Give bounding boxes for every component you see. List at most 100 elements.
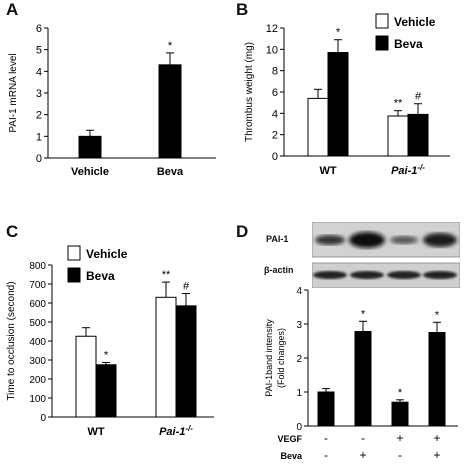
d-2-bar [391,401,409,427]
a-0-bar [78,135,102,159]
b-ytick-label: 2 [272,130,278,142]
a-ytick-label: 4 [36,66,42,78]
blot-label-actin: β-actin [264,265,294,275]
d-treatment-mark: + [433,431,440,445]
d-1-significance-label: * [361,308,366,320]
c-1-1-significance-label: # [183,281,190,293]
d-ytick-label: 2 [296,354,302,365]
c-category-label: WT [87,426,104,438]
b-y-axis-label: Thrombus weight (mg) [244,42,255,142]
a-category-label: Vehicle [71,166,109,178]
c-legend-label: Vehicle [86,247,128,261]
pai1-band-1 [315,235,345,245]
d-ytick-label: 4 [296,286,302,297]
actin-band-3 [387,271,421,279]
c-1-0-significance-label: ** [162,269,171,281]
d-0-bar [317,391,335,427]
c-0-1-bar [95,364,117,418]
c-0-0-bar [75,335,97,418]
d-3-significance-label: * [435,309,440,321]
b-ytick-label: 6 [272,87,278,99]
b-ytick-label: 4 [272,108,278,120]
b-category-label: WT [319,165,336,177]
western-blot [311,221,461,289]
c-legend-label: Beva [86,269,115,283]
pai1-band-3 [390,236,418,244]
b-ytick-label: 0 [272,151,278,163]
c-ytick-label: 0 [40,413,46,424]
a-ytick-label: 1 [36,131,42,143]
b-0-1-significance-label: * [336,27,341,39]
d-treatment-mark: - [324,448,328,462]
a-1-bar [158,64,182,159]
a-ytick-label: 6 [36,23,42,35]
d-treatment-label: VEGF [277,434,302,444]
c-y-axis-label: Time to occlusion (second) [6,281,17,400]
pai1-band-2 [349,232,385,248]
c-0-1-significance-label: * [104,349,109,361]
b-1-0-bar [387,115,409,157]
panel-letter-a: A [6,0,19,19]
b-ytick-label: 12 [266,23,278,35]
c-category-label: Pai-1-/- [159,424,193,439]
d-2-significance-label: * [398,387,403,399]
a-ytick-label: 2 [36,110,42,122]
b-ytick-label: 8 [272,66,278,78]
panel-letter-c: C [6,222,19,241]
b-1-0-significance-label: ** [394,98,403,110]
b-legend-label: Vehicle [394,15,436,29]
d-treatment-mark: - [324,431,328,445]
a-ytick-label: 5 [36,45,42,57]
panel-letter-b: B [236,0,249,19]
c-ytick-label: 100 [29,394,46,405]
d-y-axis-label: PAI-1band intensity (Fold changes) [264,319,286,397]
chart-a: 0 1 2 3 4 5 6 Vehicle * Beva PAI-1 mRNA level [8,23,216,178]
a-y-axis-label: PAI-1 mRNA level [8,53,19,132]
chart-c: 0 100 200 300 400 500 600 700 800 * WT ** # Pai-1-/- T… [6,245,214,439]
d-1-bar [354,330,372,427]
panel-letter-d: D [236,222,249,241]
actin-band-2 [350,271,384,279]
d-ytick-label: 1 [296,388,302,399]
c-1-1-bar [175,305,197,418]
b-category-label: Pai-1-/- [391,163,425,178]
d-ytick-label: 0 [296,422,302,433]
d-treatment-mark: - [361,431,365,445]
a-category-label: Beva [157,166,184,178]
c-ytick-label: 300 [29,356,46,367]
c-ytick-label: 700 [29,280,46,291]
d-treatment-mark: + [359,448,366,462]
d-treatment-label: Beva [280,451,303,461]
b-0-0-bar [307,97,329,157]
c-ytick-label: 600 [29,299,46,310]
b-1-1-significance-label: # [415,91,422,103]
b-1-1-bar [407,113,429,157]
c-ytick-label: 400 [29,337,46,348]
c-legend-swatch [67,267,81,283]
c-ytick-label: 500 [29,318,46,329]
b-0-1-bar [327,52,349,157]
blot-label-pai1: PAI-1 [266,234,289,244]
d-ytick-label: 3 [296,320,302,331]
b-legend-label: Beva [394,37,423,51]
pai1-band-4 [423,233,457,247]
b-ytick-label: 10 [266,44,278,56]
b-legend-swatch [375,13,389,29]
c-ytick-label: 800 [29,261,46,272]
c-1-0-bar [155,296,177,418]
d-treatment-mark: + [396,431,403,445]
a-1-significance-label: * [168,40,173,52]
a-ytick-label: 3 [36,88,42,100]
actin-band-4 [423,271,457,279]
chart-d: 0 1 2 3 4 * * * VEGF - - + + Beva - + - + PAI-1band intens… [264,286,458,462]
c-legend-swatch [67,245,81,261]
d-treatment-mark: - [398,448,402,462]
c-ytick-label: 200 [29,375,46,386]
actin-band-1 [313,271,347,279]
chart-b: 0 2 4 6 8 10 12 * WT ** # Pai-1-/- Thrombus weight (… [244,13,450,178]
a-ytick-label: 0 [36,153,42,165]
d-treatment-mark: + [433,448,440,462]
d-3-bar [428,332,446,427]
western-blot-image [311,221,461,289]
b-legend-swatch [375,35,389,51]
